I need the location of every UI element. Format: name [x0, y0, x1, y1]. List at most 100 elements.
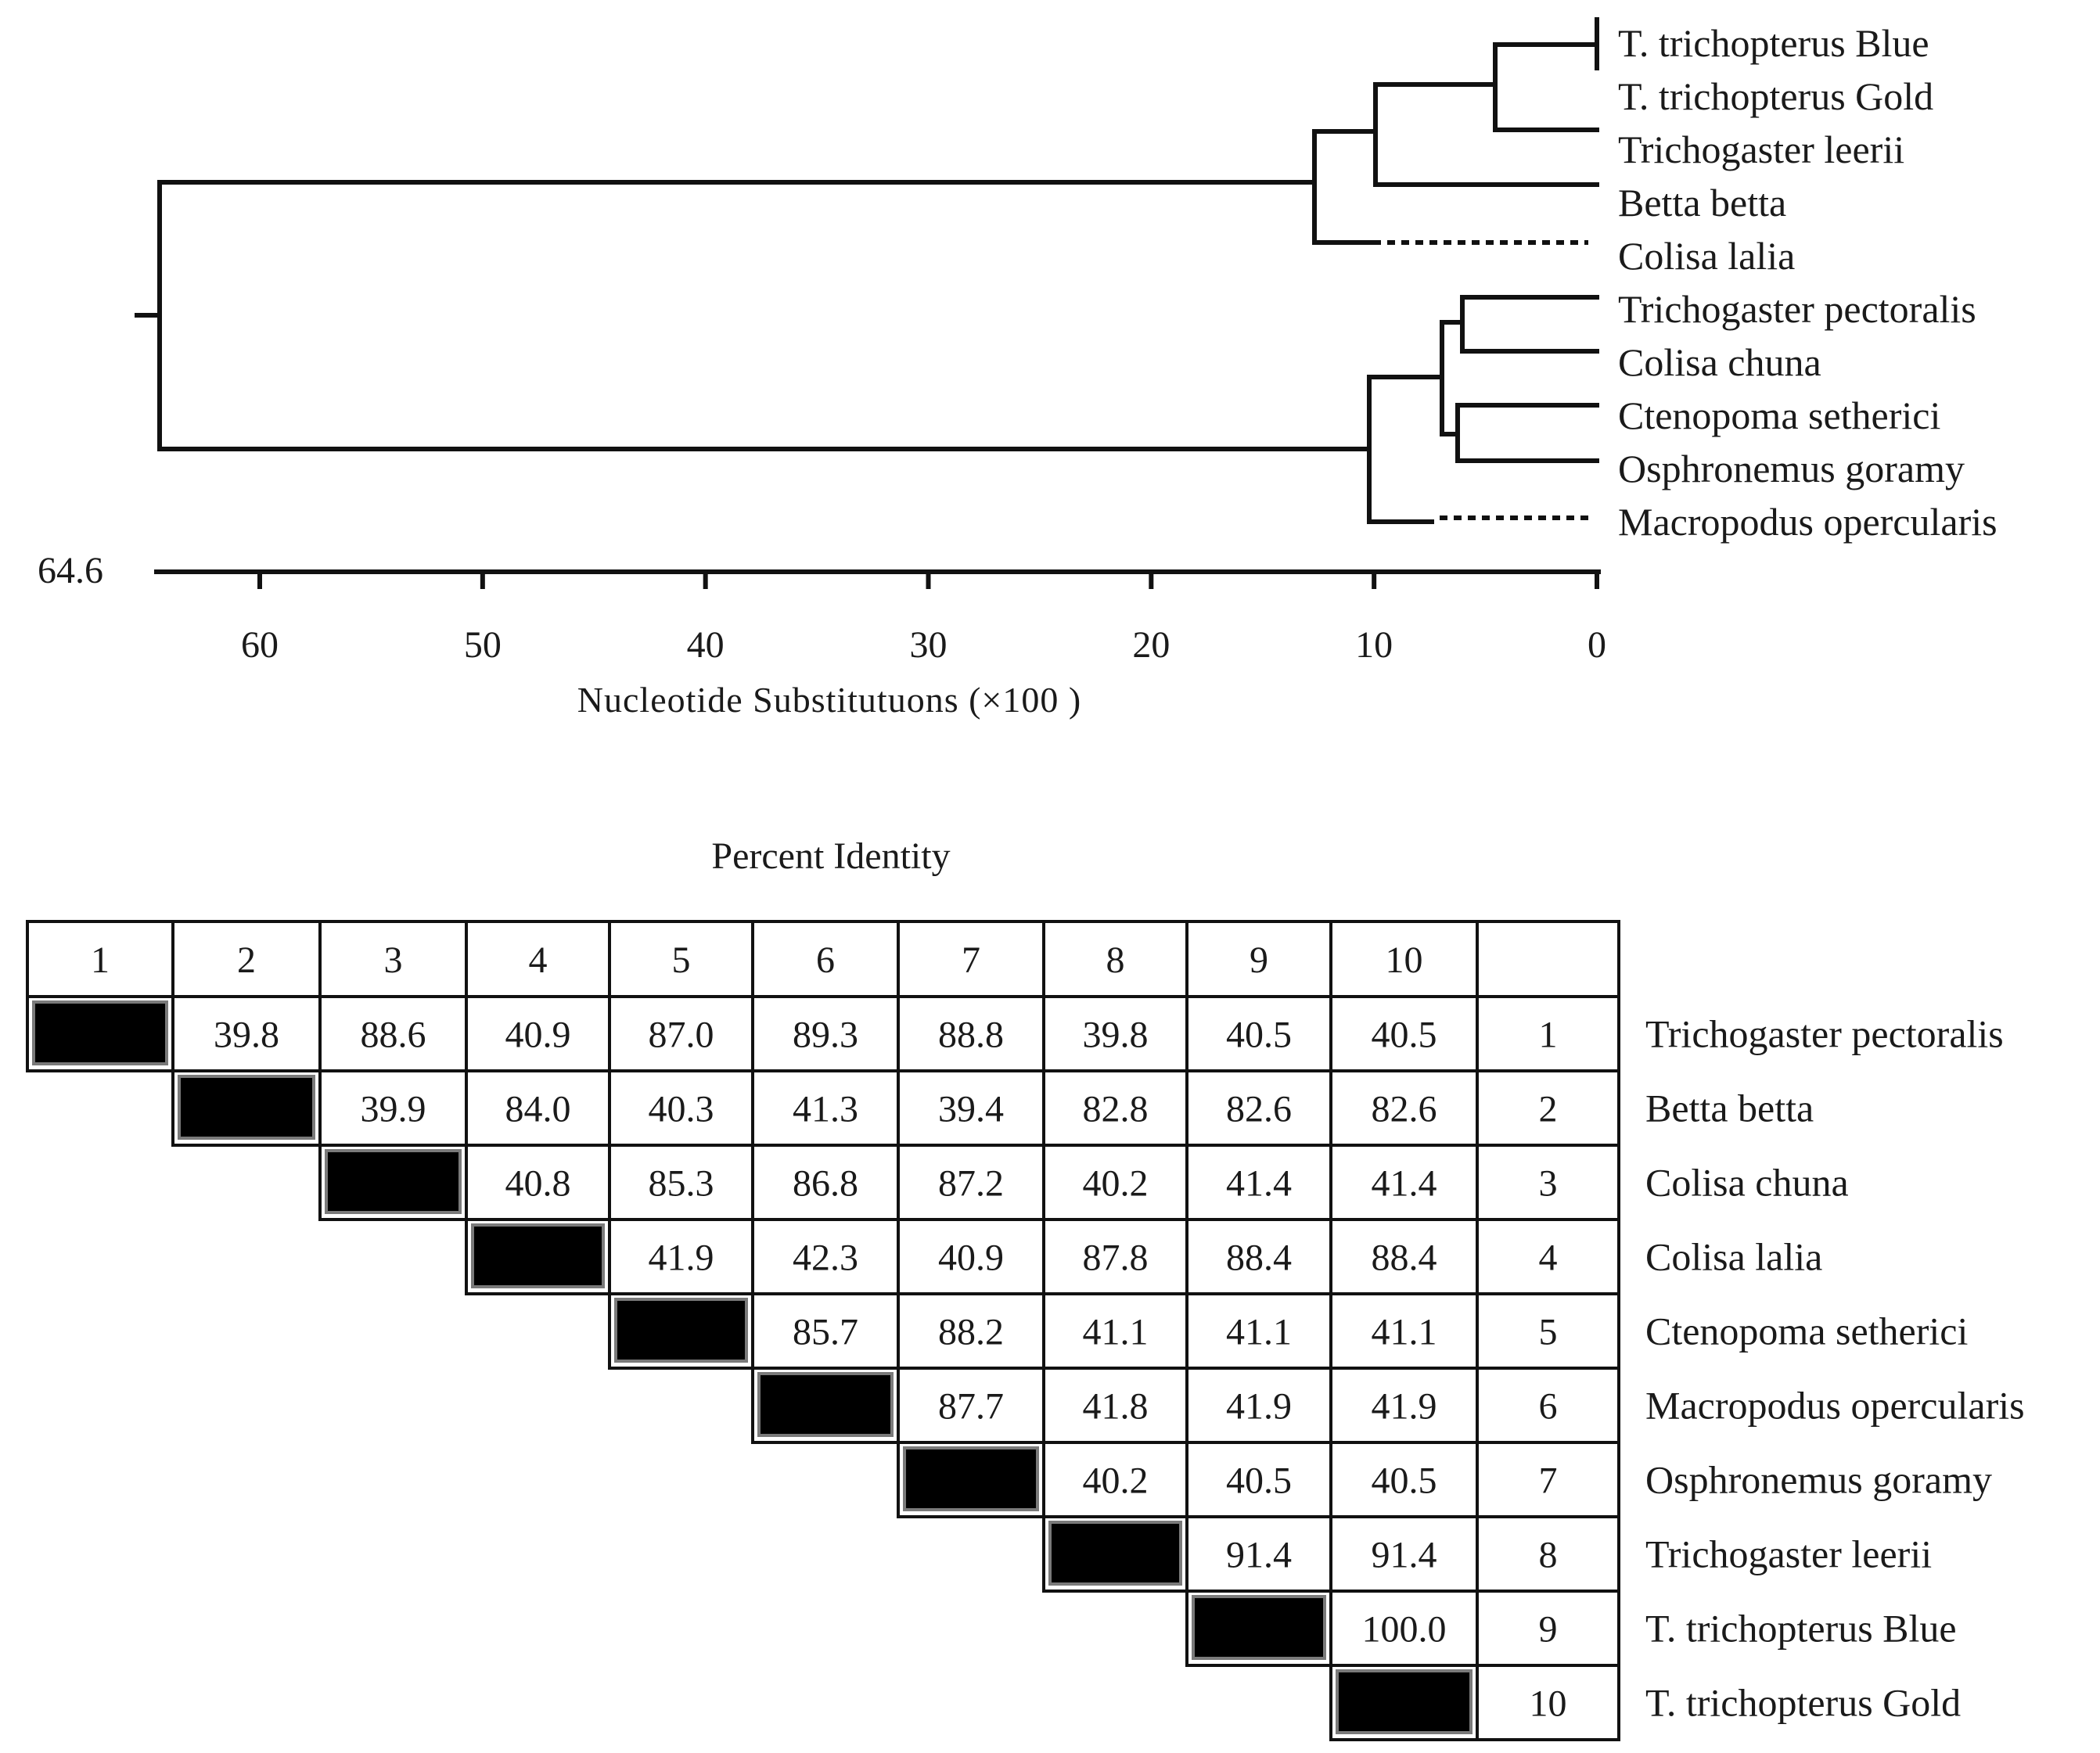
table-value-cell: [1329, 1515, 1479, 1593]
table-value: 40.5: [1372, 1460, 1437, 1502]
table-diagonal-cell: [178, 1075, 315, 1140]
table-column-header: 5: [672, 939, 691, 981]
table-value: 89.3: [793, 1015, 858, 1056]
table-value: 40.2: [1083, 1163, 1149, 1205]
table-value-cell: [1329, 1218, 1479, 1295]
table-column-header: 7: [962, 939, 980, 981]
table-value: 88.4: [1226, 1238, 1292, 1279]
table-value: 39.8: [1083, 1015, 1149, 1056]
table-value: 41.1: [1226, 1312, 1292, 1353]
table-diagonal-cell: [903, 1446, 1039, 1511]
table-row-number: 10: [1530, 1683, 1567, 1725]
table-value: 87.0: [649, 1015, 714, 1056]
tree-taxon-label: T. trichopterus Blue: [1618, 21, 1929, 65]
table-step-border: [171, 1071, 320, 1147]
table-step-border: [1042, 1517, 1187, 1593]
table-row-number: 7: [1539, 1460, 1558, 1502]
table-value: 91.4: [1372, 1535, 1437, 1576]
table-row-number-cell: [1476, 1367, 1620, 1444]
table-row-number-cell: [1476, 1590, 1620, 1667]
table-value: 41.3: [793, 1089, 858, 1130]
table-value-cell: [465, 1069, 611, 1147]
table-value: 40.9: [938, 1238, 1004, 1279]
table-value-cell: [897, 1292, 1045, 1370]
table-value: 88.2: [938, 1312, 1004, 1353]
table-value: 87.8: [1083, 1238, 1149, 1279]
table-value: 84.0: [505, 1089, 571, 1130]
table-value-cell: [751, 995, 900, 1072]
tree-taxon-label: T. trichopterus Gold: [1618, 74, 1933, 118]
tree-scale-tick-label: 20: [1132, 624, 1170, 666]
tree-scale-tick-label: 0: [1588, 624, 1606, 666]
table-value: 91.4: [1226, 1535, 1292, 1576]
table-row-number-cell: [1476, 1069, 1620, 1147]
table-row-number: 9: [1539, 1609, 1558, 1651]
table-value: 40.3: [649, 1089, 714, 1130]
percent-identity-table: Percent Identity 1 2 3 4 5 6 7 8 9 10 39.8 88.6 40.9…: [26, 835, 2025, 1741]
table-step-border: [26, 997, 173, 1072]
table-row-number: 2: [1539, 1089, 1558, 1130]
table-value-cell: [897, 1218, 1045, 1295]
tree-taxon-label: Colisa chuna: [1618, 340, 1821, 384]
table-row-number: 3: [1539, 1163, 1558, 1205]
table-value: 40.5: [1372, 1015, 1437, 1056]
table-value: 82.6: [1372, 1089, 1437, 1130]
table-row-number-cell: [1476, 1664, 1620, 1741]
table-step-border: [1329, 1665, 1477, 1741]
table-value-cell: [171, 995, 322, 1072]
tree-scale-tick-label: 30: [910, 624, 948, 666]
table-value: 86.8: [793, 1163, 858, 1205]
table-value: 88.8: [938, 1015, 1004, 1056]
table-step-border: [1185, 1591, 1331, 1667]
table-value: 41.8: [1083, 1386, 1149, 1428]
table-row-names: Trichogaster pectoralis Betta betta Colisa…: [1645, 1012, 2025, 1725]
tree-taxon-label: Colisa lalia: [1618, 234, 1795, 278]
table-diagonal-cell: [325, 1149, 462, 1214]
table-row-number-cell: [1476, 1292, 1620, 1370]
table-value-cell: [1185, 1218, 1332, 1295]
table-row-number: 6: [1539, 1386, 1558, 1428]
table-title: Percent Identity: [711, 835, 950, 877]
table-value-cell: [1042, 1367, 1188, 1444]
table-value-cell: [318, 1069, 468, 1147]
table-value: 39.8: [214, 1015, 279, 1056]
table-value-cell: [318, 995, 468, 1072]
table-value: 87.2: [938, 1163, 1004, 1205]
table-row-name: Macropodus opercularis: [1645, 1384, 2025, 1428]
table-value: 40.2: [1083, 1460, 1149, 1502]
table-value: 85.3: [649, 1163, 714, 1205]
table-column-header: 4: [529, 939, 548, 981]
table-column-header: 2: [237, 939, 256, 981]
table-row-number: 8: [1539, 1535, 1558, 1576]
table-step-border: [318, 1145, 466, 1221]
table-value-cell: [1042, 1218, 1188, 1295]
table-cells: 1 2 3 4 5 6 7 8 9 10 39.8 88.6 40.9 87.0 89.3 88.8 39.8 4…: [26, 920, 1620, 1741]
table-value-cell: [1042, 1069, 1188, 1147]
table-row-name: T. trichopterus Gold: [1645, 1681, 1961, 1725]
tree-taxon-label: Ctenopoma setherici: [1618, 393, 1940, 437]
table-header-cell: [1185, 920, 1332, 998]
table-value: 40.5: [1226, 1460, 1292, 1502]
table-value: 88.4: [1372, 1238, 1437, 1279]
table-value-cell: [751, 1069, 900, 1147]
table-row-number: 4: [1539, 1238, 1558, 1279]
table-diagonal-cell: [614, 1298, 748, 1363]
tree-taxon-label: Trichogaster pectoralis: [1618, 287, 1976, 331]
table-value: 41.9: [1226, 1386, 1292, 1428]
table-step-border: [608, 1294, 753, 1370]
tree-scale-tick-label: 10: [1355, 624, 1393, 666]
table-header-cell: [26, 920, 174, 998]
table-value: 100.0: [1362, 1609, 1447, 1651]
table-diagonal-cell: [1336, 1669, 1473, 1734]
table-header-cell: [171, 920, 322, 998]
table-row-name: Colisa lalia: [1645, 1235, 1822, 1279]
table-value-cell: [608, 1218, 754, 1295]
table-value-cell: [751, 1292, 900, 1370]
table-header-cell: [751, 920, 900, 998]
table-step-border: [751, 1368, 898, 1444]
phylogenetic-tree: T. trichopterus Blue T. trichopterus Gol…: [38, 17, 1998, 720]
table-column-header: 10: [1386, 939, 1423, 981]
table-value: 40.5: [1226, 1015, 1292, 1056]
tree-scale-tick-label: 50: [464, 624, 502, 666]
table-value-cell: [751, 1144, 900, 1221]
